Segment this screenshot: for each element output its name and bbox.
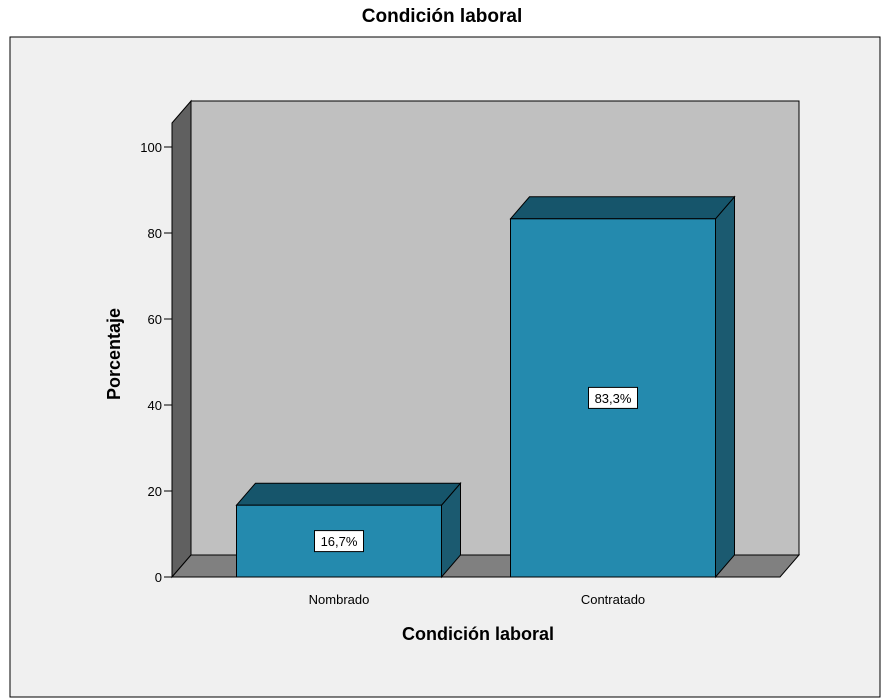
bar-contratado — [509, 195, 736, 579]
bar-top — [235, 482, 462, 506]
y-tick-label: 0 — [155, 570, 162, 585]
bar-top — [509, 196, 736, 220]
data-label-box — [314, 530, 364, 553]
y-axis-label: Porcentaje — [104, 308, 124, 400]
x-tick-label: Nombrado — [309, 592, 370, 607]
chart-title: Condición laboral — [361, 6, 523, 27]
y-tick-label: 40 — [148, 398, 162, 413]
y-tick-label: 80 — [148, 226, 162, 241]
y-tick-label: 100 — [140, 140, 162, 155]
x-tick-label: Contratado — [581, 592, 645, 607]
y-tick-label: 60 — [148, 312, 162, 327]
side-wall — [171, 99, 192, 579]
data-label-box — [588, 386, 638, 409]
data-label: 83,3% — [595, 391, 632, 406]
y-tick-label: 20 — [148, 484, 162, 499]
data-label: 16,7% — [321, 534, 358, 549]
x-axis-label: Condición laboral — [402, 624, 554, 644]
bar-side — [715, 195, 735, 579]
